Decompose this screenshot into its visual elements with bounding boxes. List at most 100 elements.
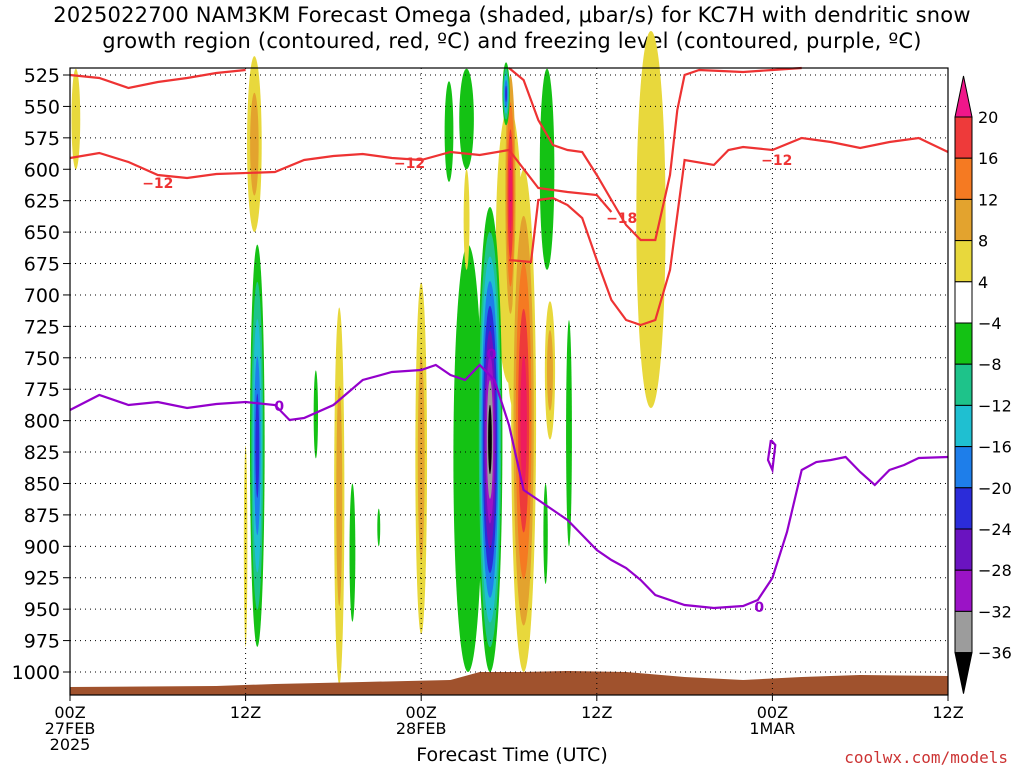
omega-blob-a-layer-0 bbox=[71, 68, 81, 170]
terrain-profile bbox=[70, 671, 948, 695]
y-tick-label-650: 650 bbox=[24, 222, 60, 244]
colorbar-label-5: −4 bbox=[978, 314, 1002, 333]
contour-label-red-3: −12 bbox=[761, 153, 792, 169]
chart-title-line2: growth region (contoured, red, ºC) and f… bbox=[102, 29, 922, 53]
omega-blob-s-layer-1 bbox=[546, 330, 553, 411]
x-tick-label-48-1: 1MAR bbox=[749, 719, 795, 738]
contour-label-purple-2: 0 bbox=[487, 347, 497, 363]
contour-label-red-4: −18 bbox=[606, 211, 637, 227]
colorbar-box-5 bbox=[954, 322, 973, 365]
colorbar-box-9 bbox=[954, 487, 973, 530]
x-tick-label-24-0: 00Z bbox=[406, 703, 437, 722]
y-tick-label-775: 775 bbox=[24, 379, 60, 401]
contour-layer: −12 −12 −12 −18 0 0 0 bbox=[69, 66, 949, 616]
y-tick-label-625: 625 bbox=[24, 191, 60, 213]
omega-blob-j-layer-0 bbox=[459, 68, 474, 170]
y-tick-label-800: 800 bbox=[24, 411, 60, 433]
dgz-contour-right bbox=[508, 136, 949, 327]
colorbar: 20 16 12 8 4 −4 −8 −12 −16 −20 −24 −28 −32 −36 bbox=[954, 75, 1012, 694]
colorbar-box-7 bbox=[954, 404, 973, 448]
y-tick-label-925: 925 bbox=[24, 568, 60, 590]
omega-blob-p-layer-4 bbox=[520, 355, 527, 486]
omega-blob-f-layer-0 bbox=[313, 370, 319, 459]
contour-label-red-2: −12 bbox=[394, 156, 425, 172]
x-tick-label-48-0: 00Z bbox=[757, 703, 788, 722]
y-tick-label-550: 550 bbox=[24, 96, 60, 118]
colorbar-label-12: −32 bbox=[978, 602, 1012, 621]
colorbar-box-10 bbox=[954, 528, 973, 571]
colorbar-box-3 bbox=[954, 240, 973, 283]
colorbar-top-triangle bbox=[954, 75, 973, 118]
omega-blob-o-layer-3 bbox=[508, 156, 513, 233]
colorbar-box-8 bbox=[954, 446, 973, 489]
y-tick-label-900: 900 bbox=[24, 536, 60, 558]
omega-blob-m-layer-0 bbox=[453, 244, 483, 672]
omega-blob-q-layer-4 bbox=[505, 85, 508, 102]
colorbar-label-1: 16 bbox=[978, 149, 998, 168]
dgz-contour-main bbox=[69, 148, 613, 213]
colorbar-label-3: 8 bbox=[978, 232, 988, 251]
dgz-contour-18 bbox=[508, 66, 802, 242]
colorbar-label-6: −8 bbox=[978, 355, 1002, 374]
y-axis-ticks: 525 550 575 600 625 650 675 700 725 750 775 800 825 8… bbox=[12, 65, 70, 684]
omega-blob-w-layer-0 bbox=[463, 169, 470, 270]
y-tick-label-750: 750 bbox=[24, 348, 60, 370]
omega-blob-b-layer-1 bbox=[250, 92, 259, 196]
x-tick-label-0-0: 00Z bbox=[54, 703, 85, 722]
colorbar-box-11 bbox=[954, 569, 973, 612]
omega-blob-v-layer-0 bbox=[444, 81, 454, 182]
omega-blob-t-layer-0 bbox=[566, 320, 572, 547]
colorbar-box-12 bbox=[954, 610, 973, 654]
y-tick-label-700: 700 bbox=[24, 285, 60, 307]
x-tick-label-12-0: 12Z bbox=[230, 703, 261, 722]
colorbar-label-10: −24 bbox=[978, 520, 1012, 539]
y-tick-label-725: 725 bbox=[24, 316, 60, 338]
colorbar-box-6 bbox=[954, 363, 973, 406]
omega-blob-r-layer-0 bbox=[539, 68, 555, 270]
x-tick-label-0-1: 27FEB bbox=[45, 719, 96, 738]
y-tick-label-975: 975 bbox=[24, 631, 60, 653]
colorbar-box-4 bbox=[954, 281, 973, 324]
omega-blob-e-layer-1 bbox=[336, 386, 343, 607]
y-tick-label-525: 525 bbox=[24, 65, 60, 87]
plot-border bbox=[69, 67, 949, 696]
colorbar-box-1 bbox=[954, 157, 973, 200]
colorbar-box-0 bbox=[954, 116, 973, 159]
y-tick-label-950: 950 bbox=[24, 599, 60, 621]
colorbar-label-8: −16 bbox=[978, 438, 1012, 457]
terrain-layer bbox=[70, 671, 948, 695]
colorbar-label-0: 20 bbox=[978, 108, 998, 127]
x-tick-label-36-0: 12Z bbox=[581, 703, 612, 722]
plot-frame bbox=[69, 67, 949, 696]
y-tick-label-675: 675 bbox=[24, 254, 60, 276]
x-tick-label-24-1: 28FEB bbox=[396, 719, 447, 738]
x-axis-label: Forecast Time (UTC) bbox=[416, 744, 608, 766]
omega-blob-h-layer-0 bbox=[349, 483, 356, 622]
colorbar-label-7: −12 bbox=[978, 396, 1012, 415]
x-tick-label-60-0: 12Z bbox=[932, 703, 963, 722]
omega-blob-u-layer-0 bbox=[543, 483, 548, 585]
omega-blob-c-layer-4 bbox=[255, 393, 260, 498]
colorbar-bottom-triangle bbox=[954, 652, 973, 694]
y-tick-label-850: 850 bbox=[24, 473, 60, 495]
colorbar-label-9: −20 bbox=[978, 479, 1012, 498]
chart-title: 2025022700 NAM3KM Forecast Omega (shaded… bbox=[0, 2, 1024, 54]
colorbar-label-13: −36 bbox=[978, 644, 1012, 663]
colorbar-label-2: 12 bbox=[978, 190, 998, 209]
colorbar-label-11: −28 bbox=[978, 561, 1012, 580]
omega-blob-n-layer-8 bbox=[488, 404, 492, 475]
y-tick-label-1000: 1000 bbox=[12, 662, 60, 684]
contour-label-red-1: −12 bbox=[142, 176, 173, 192]
y-tick-label-875: 875 bbox=[24, 505, 60, 527]
source-credit: coolwx.com/models bbox=[844, 748, 1008, 767]
chart-title-line1: 2025022700 NAM3KM Forecast Omega (shaded… bbox=[53, 3, 971, 27]
colorbar-label-4: 4 bbox=[978, 273, 988, 292]
colorbar-box-2 bbox=[954, 198, 973, 242]
contour-label-purple-1: 0 bbox=[274, 399, 284, 415]
omega-blob-i-layer-0 bbox=[377, 508, 381, 547]
contour-label-purple-3: 0 bbox=[754, 600, 764, 616]
y-tick-label-825: 825 bbox=[24, 442, 60, 464]
freezing-contour bbox=[69, 363, 949, 610]
